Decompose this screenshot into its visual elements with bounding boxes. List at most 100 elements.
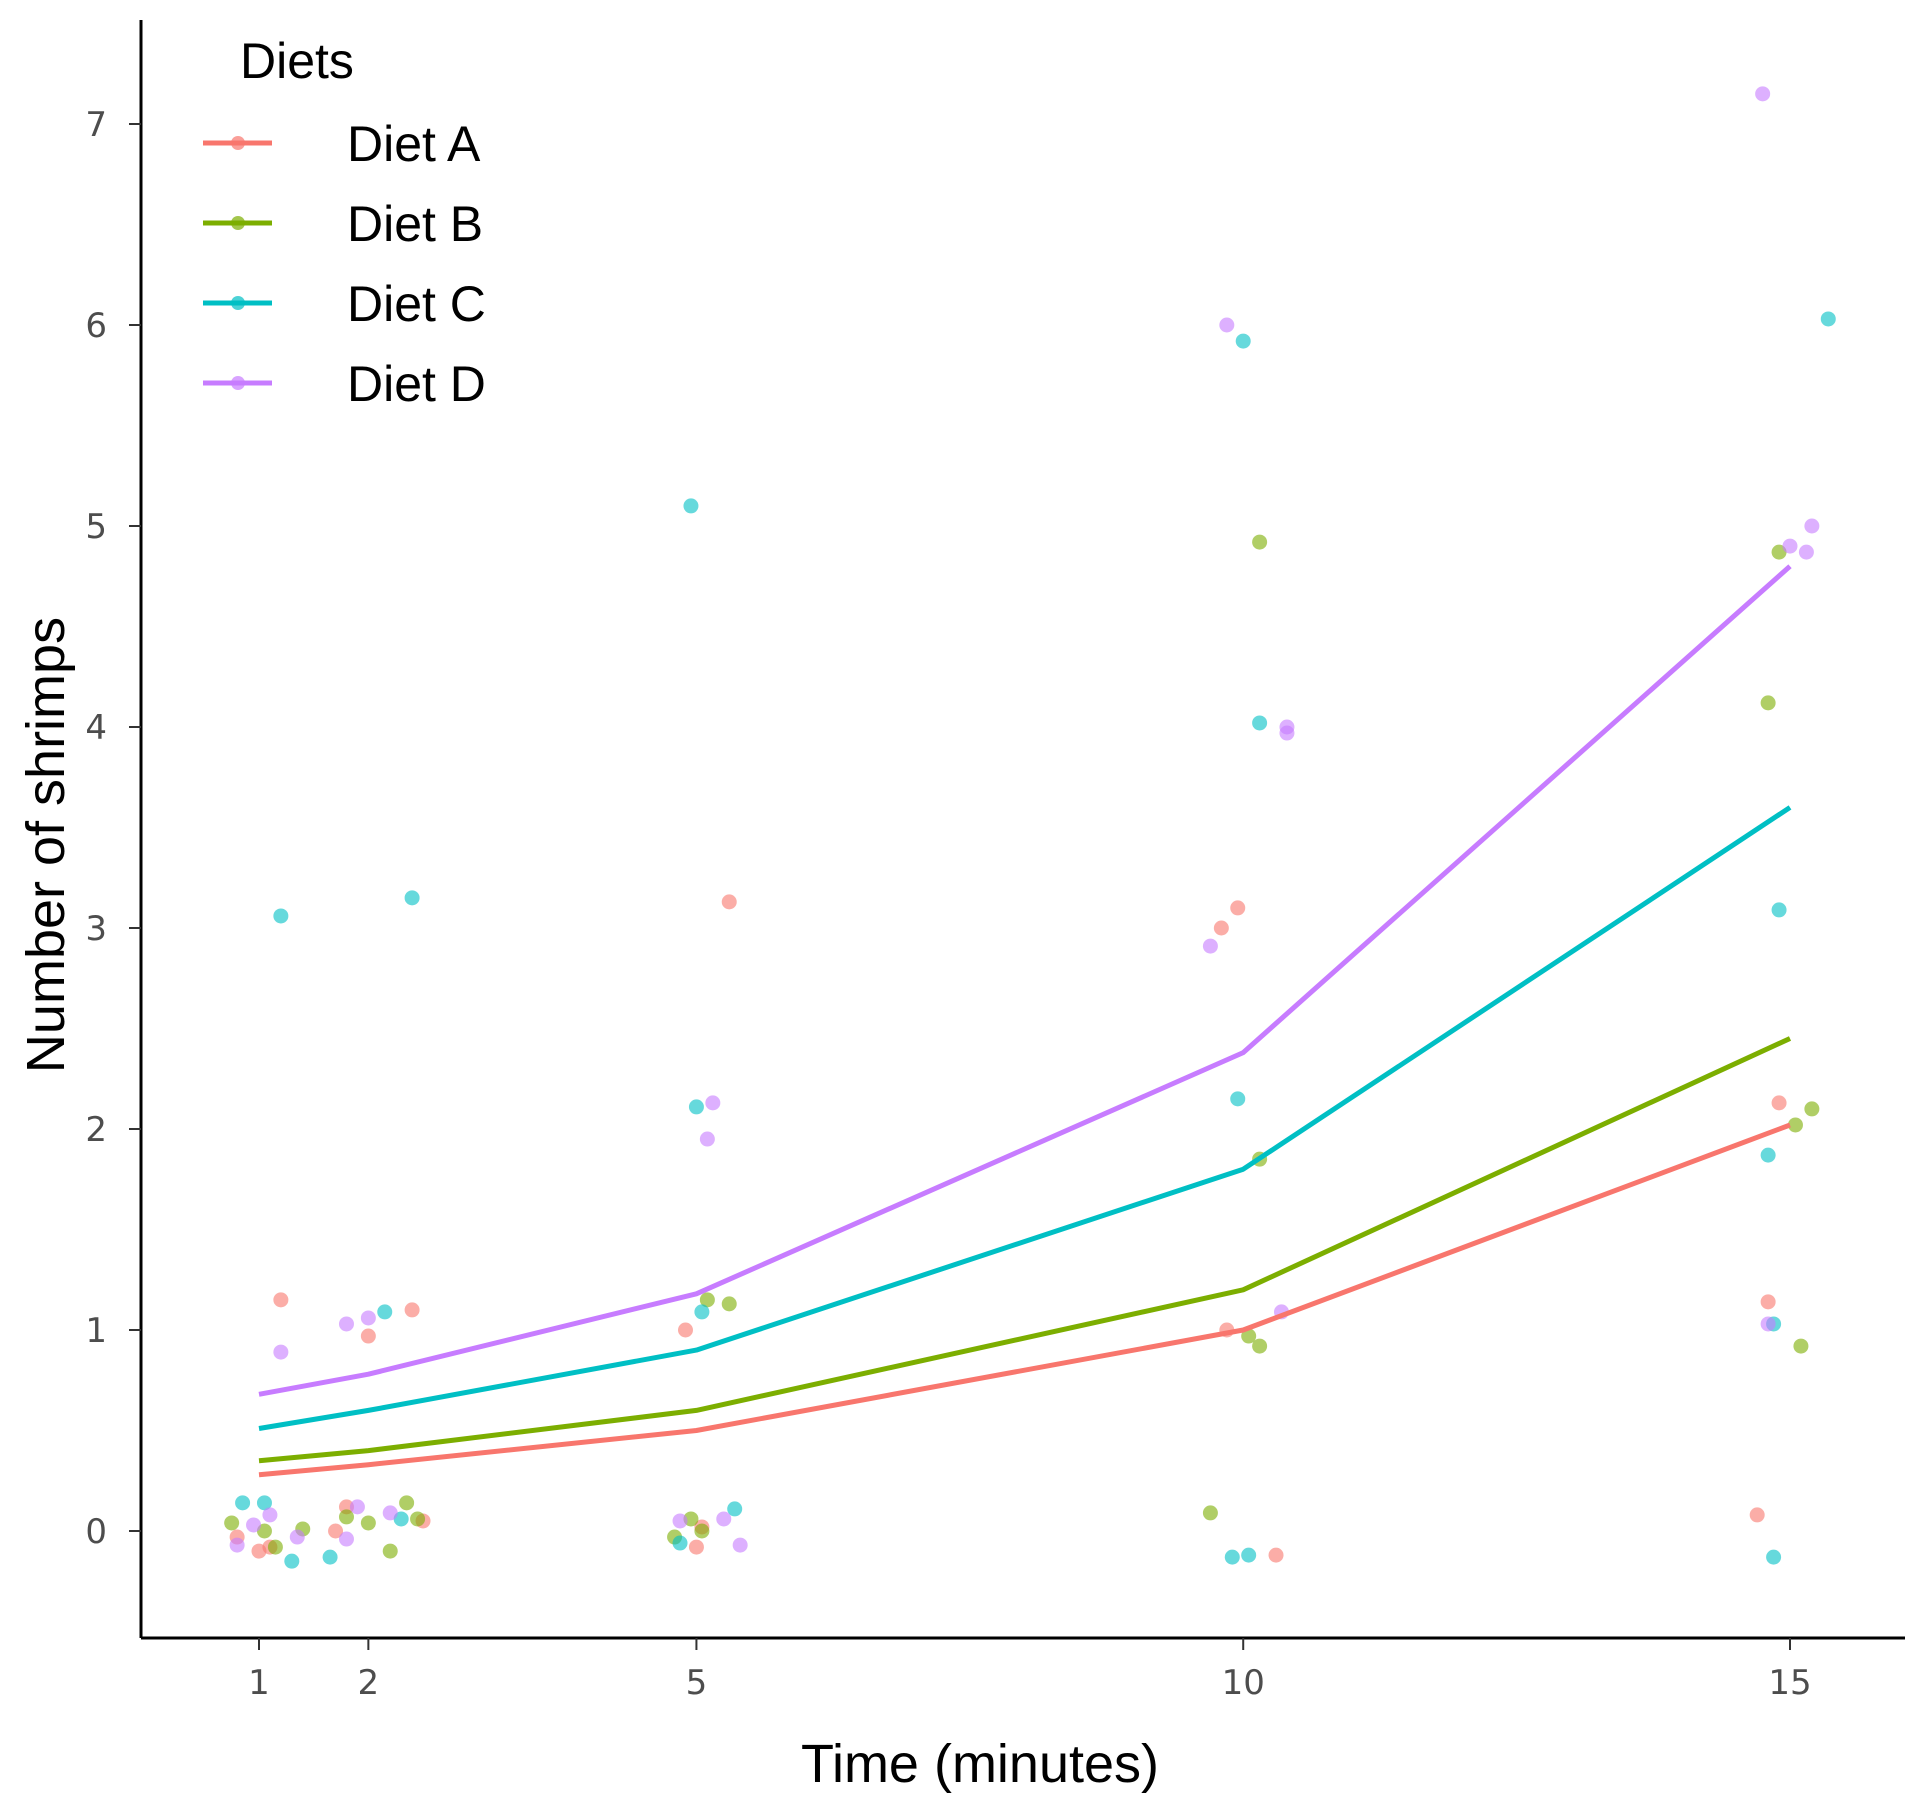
diet-c-point [672, 1535, 688, 1551]
x-tick-label-10: 10 [1222, 1663, 1265, 1703]
y-tick-label-3: 3 [85, 909, 107, 949]
diet-c-point [404, 890, 420, 906]
diet-c-point [683, 498, 699, 514]
y-tick-label-4: 4 [85, 708, 107, 748]
legend-key-point-diet-a [231, 136, 245, 150]
diet-d-point [1755, 86, 1771, 102]
diet-b-point [1202, 1505, 1218, 1521]
diet-d-point [338, 1531, 354, 1547]
legend-label-diet-b: Diet B [347, 196, 483, 252]
diet-b-point [1804, 1101, 1820, 1117]
scatter-points [224, 86, 1836, 1569]
diet-b-point [1252, 534, 1268, 550]
x-tick-label-5: 5 [686, 1663, 708, 1703]
diet-b-point [256, 1523, 272, 1539]
diet-d-point [1760, 1316, 1776, 1332]
diet-a-point [1268, 1547, 1284, 1563]
diet-b-point [399, 1495, 415, 1511]
y-tick-label-1: 1 [85, 1311, 107, 1351]
diet-d-point [1804, 518, 1820, 534]
diet-d-point [1798, 544, 1814, 560]
diet-d-line [258, 564, 1792, 1397]
y-tick-label-6: 6 [85, 306, 107, 346]
diet-a-point [404, 1302, 420, 1318]
diet-c-point [1235, 333, 1251, 349]
diet-c-point [1766, 1549, 1782, 1565]
diet-d-point [262, 1507, 278, 1523]
diet-a-point [273, 1292, 289, 1308]
axes: Time (minutes) Number of shrimps [16, 20, 1905, 1794]
diet-d-point [1219, 317, 1235, 333]
diet-d-point [672, 1513, 688, 1529]
diet-d-point [338, 1316, 354, 1332]
diet-d-point [229, 1537, 245, 1553]
x-tick-label-15: 15 [1768, 1663, 1811, 1703]
diet-c-line [258, 805, 1792, 1431]
x-axis-title: Time (minutes) [801, 1734, 1159, 1794]
diet-a-point [721, 894, 737, 910]
diet-c-point [273, 908, 289, 924]
diet-c-point [1771, 902, 1787, 918]
diet-a-point [360, 1328, 376, 1344]
diet-c-point [694, 1304, 710, 1320]
diet-c-point [393, 1511, 409, 1527]
diet-d-point [1279, 725, 1295, 741]
diet-c-point [727, 1501, 743, 1517]
diet-a-point [1230, 900, 1246, 916]
diet-b-point [1793, 1338, 1809, 1354]
diet-b-point [694, 1523, 710, 1539]
diet-d-point [1202, 938, 1218, 954]
diet-b-point [1241, 1328, 1257, 1344]
diet-d-point [699, 1131, 715, 1147]
diet-a-point [677, 1322, 693, 1338]
diet-c-point [1760, 1147, 1776, 1163]
diet-d-point [716, 1511, 732, 1527]
diet-a-point [328, 1523, 344, 1539]
diet-d-point [732, 1537, 748, 1553]
diet-c-point [235, 1495, 251, 1511]
y-tick-label-7: 7 [85, 105, 107, 145]
diet-d-point [289, 1529, 305, 1545]
diet-b-point [699, 1292, 715, 1308]
diet-d-point [382, 1505, 398, 1521]
legend-label-diet-d: Diet D [347, 356, 486, 412]
diet-d-point [705, 1095, 721, 1111]
diet-a-point [1213, 920, 1229, 936]
y-tick-label-5: 5 [85, 507, 107, 547]
legend-key-point-diet-b [231, 216, 245, 230]
diet-b-point [267, 1539, 283, 1555]
diet-a-point [1749, 1507, 1765, 1523]
diet-c-point [1252, 715, 1268, 731]
diet-c-point [1224, 1549, 1240, 1565]
diet-b-point [1787, 1117, 1803, 1133]
y-axis-title: Number of shrimps [16, 617, 76, 1073]
diet-c-point [1820, 311, 1836, 327]
diet-c-point [1230, 1091, 1246, 1107]
diet-b-point [382, 1543, 398, 1559]
diet-b-point [410, 1511, 426, 1527]
diet-a-point [688, 1539, 704, 1555]
y-tick-label-2: 2 [85, 1110, 107, 1150]
legend-label-diet-a: Diet A [347, 116, 481, 172]
x-tick-label-2: 2 [358, 1663, 380, 1703]
legend-title: Diets [240, 33, 354, 89]
series-lines [258, 564, 1792, 1478]
diet-c-point [256, 1495, 272, 1511]
diet-c-point [322, 1549, 338, 1565]
diet-a-line [258, 1122, 1791, 1478]
legend-label-diet-c: Diet C [347, 276, 486, 332]
diet-b-point [360, 1515, 376, 1531]
diet-b-point [224, 1515, 240, 1531]
diet-a-point [1771, 1095, 1787, 1111]
diet-d-point [349, 1499, 365, 1515]
ticks: 1 2 5 10 15 0 1 2 3 4 5 6 7 [85, 105, 1811, 1703]
diet-d-point [246, 1517, 262, 1533]
diet-a-point [1760, 1294, 1776, 1310]
diet-b-line [258, 1036, 1792, 1464]
diet-d-point [360, 1310, 376, 1326]
legend-key-point-diet-c [231, 296, 245, 310]
y-tick-label-0: 0 [85, 1512, 107, 1552]
legend: Diets Diet A Diet B Diet C Diet D [203, 33, 486, 412]
diet-b-point [1771, 544, 1787, 560]
